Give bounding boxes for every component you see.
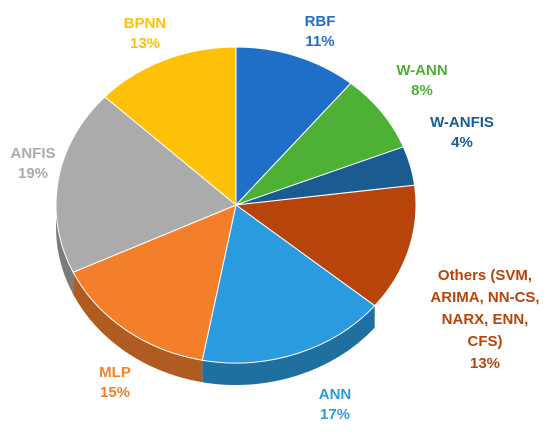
label-mlp: MLP 15% xyxy=(99,363,131,403)
label-w-anfis: W-ANFIS 4% xyxy=(430,113,494,153)
pie-top-slices xyxy=(55,46,417,364)
pie-slice-rbf xyxy=(235,46,352,207)
pie-slice-mlp xyxy=(72,204,237,361)
label-mlp-name: MLP xyxy=(99,364,131,381)
label-ann-value: 17% xyxy=(319,406,351,423)
pie-slice-ann xyxy=(201,204,376,364)
label-others-line-3: NARX, ENN, xyxy=(441,311,529,328)
pie-side-mlp xyxy=(73,272,203,383)
label-rbf: RBF 11% xyxy=(305,12,336,52)
pie-slice-anfis xyxy=(55,96,237,273)
label-w-anfis-name: W-ANFIS xyxy=(430,114,494,131)
label-w-ann-value: 8% xyxy=(411,82,433,99)
label-anfis: ANFIS 19% xyxy=(11,144,56,184)
label-bpnn-name: BPNN xyxy=(123,15,167,32)
pie-slice-bpnn xyxy=(104,46,237,207)
label-mlp-value: 15% xyxy=(99,384,131,401)
label-bpnn: BPNN 13% xyxy=(124,14,167,54)
label-others: Others (SVM, ARIMA, NN-CS, NARX, ENN, CF… xyxy=(430,265,539,375)
label-anfis-name: ANFIS xyxy=(10,145,56,162)
label-w-ann: W-ANN 8% xyxy=(396,61,447,101)
label-ann: ANN 17% xyxy=(319,385,352,425)
label-rbf-value: 11% xyxy=(305,33,335,50)
label-others-line-1: Others (SVM, xyxy=(437,267,533,284)
label-anfis-value: 19% xyxy=(17,165,49,182)
pie-depth-sides xyxy=(56,205,375,385)
label-w-anfis-value: 4% xyxy=(451,134,473,151)
label-others-line-2: ARIMA, NN-CS, xyxy=(430,289,540,306)
label-others-value: 13% xyxy=(469,355,501,372)
label-rbf-name: RBF xyxy=(304,13,336,30)
pie-slice-others xyxy=(234,184,417,307)
label-bpnn-value: 13% xyxy=(129,35,161,52)
label-w-ann-name: W-ANN xyxy=(396,62,448,79)
pie-side-anfis xyxy=(56,205,74,295)
pie-slice-w-ann xyxy=(235,82,405,206)
label-others-line-4: CFS) xyxy=(467,333,503,350)
pie-side-ann xyxy=(202,305,375,385)
label-ann-name: ANN xyxy=(318,386,352,403)
